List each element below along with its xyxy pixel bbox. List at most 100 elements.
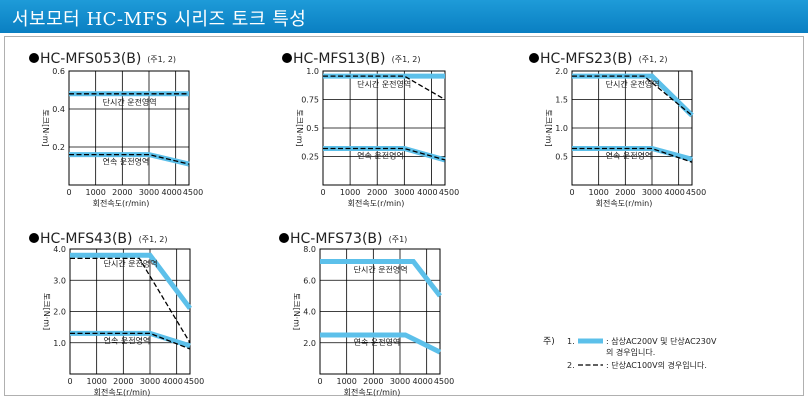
- region-label: 연속 운전영역: [354, 337, 401, 347]
- y-tick-label: 3.0: [53, 276, 66, 285]
- chart-title: HC-MFS43(B): [40, 231, 132, 247]
- x-tick-label: 4000: [161, 188, 181, 197]
- x-tick-label: 0: [67, 377, 72, 386]
- title-bullet-icon: [279, 233, 289, 243]
- series-line-dashed: [323, 75, 446, 101]
- x-tick-label: 3000: [140, 377, 160, 386]
- y-tick-label: 6.0: [303, 276, 316, 285]
- x-tick-label: 4500: [686, 188, 706, 197]
- x-tick-label: 2000: [113, 377, 133, 386]
- region-label: 단시간 운전영역: [104, 258, 158, 268]
- x-tick-label: 1000: [86, 377, 106, 386]
- plot-area: [68, 70, 190, 186]
- x-axis-label: 회전속도(r/min): [596, 198, 653, 208]
- chart-title: HC-MFS053(B): [40, 51, 141, 67]
- y-tick-label: 4.0: [53, 245, 66, 254]
- series-line-dashed: [69, 153, 190, 165]
- legend-prefix: 주): [543, 336, 555, 347]
- region-label: 연속 운전영역: [103, 157, 150, 167]
- page-title: 서보모터 HC-MFS 시리즈 토크 특성: [12, 9, 307, 30]
- region-label: 단시간 운전영역: [103, 97, 157, 107]
- legend-text: : 삼상AC200V 및 단상AC230V: [606, 336, 717, 346]
- title-bullet-icon: [529, 53, 539, 63]
- y-tick-label: 2.0: [555, 67, 568, 76]
- y-tick-label: 0.25: [301, 153, 319, 162]
- y-tick-label: 0.6: [52, 67, 65, 76]
- plot-area: [69, 248, 191, 375]
- y-axis-label: 토크[N·m]: [544, 109, 553, 146]
- series-line-dashed: [572, 147, 693, 163]
- plot-area: [322, 70, 446, 186]
- x-tick-label: 4000: [412, 377, 432, 386]
- region-label: 단시간 운전영역: [354, 265, 408, 275]
- chart-note: (주1): [389, 235, 408, 244]
- x-tick-label: 4500: [434, 377, 454, 386]
- x-tick-label: 4500: [183, 188, 203, 197]
- x-tick-label: 4500: [439, 188, 459, 197]
- region-label: 연속 운전영역: [606, 151, 653, 161]
- y-tick-label: 1.0: [306, 67, 319, 76]
- x-tick-label: 4000: [162, 377, 182, 386]
- chart-title: HC-MFS23(B): [540, 51, 632, 67]
- title-bullet-icon: [29, 53, 39, 63]
- x-tick-label: 3000: [390, 377, 410, 386]
- y-axis-label: 토크[N·m]: [41, 109, 50, 146]
- x-tick-label: 0: [66, 188, 71, 197]
- y-axis-label: 토크[N·m]: [42, 293, 51, 330]
- x-axis-label: 회전속도(r/min): [348, 198, 405, 208]
- chart-title: HC-MFS13(B): [293, 51, 385, 67]
- series-line-dashed: [572, 75, 693, 116]
- x-tick-label: 1000: [85, 188, 105, 197]
- x-tick-label: 3000: [139, 188, 159, 197]
- region-label: 연속 운전영역: [104, 335, 151, 345]
- title-bullet-icon: [282, 53, 292, 63]
- y-tick-label: 4.0: [303, 308, 316, 317]
- y-tick-label: 1.5: [555, 96, 568, 105]
- y-tick-label: 0.4: [52, 105, 65, 114]
- y-tick-label: 1.0: [53, 339, 66, 348]
- series-line-dashed: [70, 257, 191, 344]
- region-label: 단시간 운전영역: [606, 79, 660, 89]
- series-line-band: [70, 252, 192, 310]
- legend-number: 1.: [567, 337, 575, 346]
- plot-area: [319, 248, 441, 375]
- x-tick-label: 3000: [394, 188, 414, 197]
- chart-title: HC-MFS73(B): [290, 231, 382, 247]
- region-label: 단시간 운전영역: [357, 79, 411, 89]
- chart-note: (주1, 2): [147, 55, 176, 64]
- x-tick-label: 2000: [363, 377, 383, 386]
- chart-note: (주1, 2): [639, 55, 668, 64]
- x-tick-label: 4500: [184, 377, 204, 386]
- x-tick-label: 4000: [417, 188, 437, 197]
- chart-note: (주1, 2): [139, 235, 168, 244]
- y-axis-label: 토크[N·m]: [295, 109, 304, 146]
- chart-note: (주1, 2): [392, 55, 421, 64]
- series-line-band: [320, 259, 442, 298]
- title-banner: 서보모터 HC-MFS 시리즈 토크 특성: [0, 0, 808, 33]
- y-tick-label: 0.2: [52, 143, 65, 152]
- x-tick-label: 2000: [367, 188, 387, 197]
- x-tick-label: 2000: [112, 188, 132, 197]
- x-tick-label: 0: [320, 188, 325, 197]
- x-tick-label: 0: [569, 188, 574, 197]
- region-label: 연속 운전영역: [357, 151, 404, 161]
- y-tick-label: 1.0: [555, 124, 568, 133]
- y-tick-label: 2.0: [303, 339, 316, 348]
- x-tick-label: 3000: [642, 188, 662, 197]
- x-axis-label: 회전속도(r/min): [94, 387, 151, 397]
- charts-frame: [4, 36, 804, 396]
- x-axis-label: 회전속도(r/min): [93, 198, 150, 208]
- x-tick-label: 1000: [588, 188, 608, 197]
- y-tick-label: 2.0: [53, 308, 66, 317]
- plot-area: [571, 70, 693, 186]
- series-line-dashed: [70, 332, 191, 350]
- y-tick-label: 8.0: [303, 245, 316, 254]
- legend-number: 2.: [567, 361, 575, 370]
